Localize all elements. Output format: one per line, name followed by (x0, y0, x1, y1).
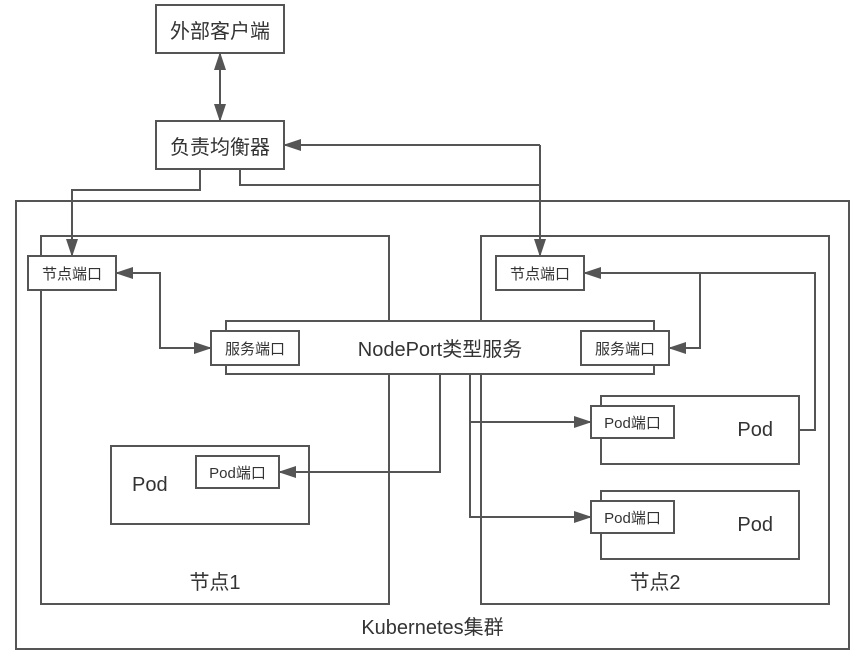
pod2-port-label: Pod端口 (604, 412, 661, 433)
pod1-port-box: Pod端口 (195, 455, 280, 489)
load-balancer-label: 负责均衡器 (170, 131, 270, 160)
pod3-port-box: Pod端口 (590, 500, 675, 534)
node-port2-label: 节点端口 (510, 263, 570, 284)
pod2-port-box: Pod端口 (590, 405, 675, 439)
service-port1-label: 服务端口 (225, 338, 285, 359)
pod1-port-label: Pod端口 (209, 462, 266, 483)
external-client-box: 外部客户端 (155, 4, 285, 54)
node1-label: 节点1 (189, 566, 240, 595)
node-port1-label: 节点端口 (42, 263, 102, 284)
nodeport-service-label: NodePort类型服务 (358, 333, 523, 362)
pod2-label: Pod (737, 419, 773, 442)
diagram-canvas: Kubernetes集群 节点1 节点2 NodePort类型服务 服务端口 服… (0, 0, 865, 659)
service-port1-box: 服务端口 (210, 330, 300, 366)
pod3-port-label: Pod端口 (604, 507, 661, 528)
service-port2-box: 服务端口 (580, 330, 670, 366)
cluster-label: Kubernetes集群 (361, 611, 503, 640)
pod3-label: Pod (737, 514, 773, 537)
external-client-label: 外部客户端 (170, 15, 270, 44)
load-balancer-box: 负责均衡器 (155, 120, 285, 170)
node-port2-box: 节点端口 (495, 255, 585, 291)
node2-label: 节点2 (629, 566, 680, 595)
pod1-label: Pod (132, 474, 168, 497)
service-port2-label: 服务端口 (595, 338, 655, 359)
node-port1-box: 节点端口 (27, 255, 117, 291)
